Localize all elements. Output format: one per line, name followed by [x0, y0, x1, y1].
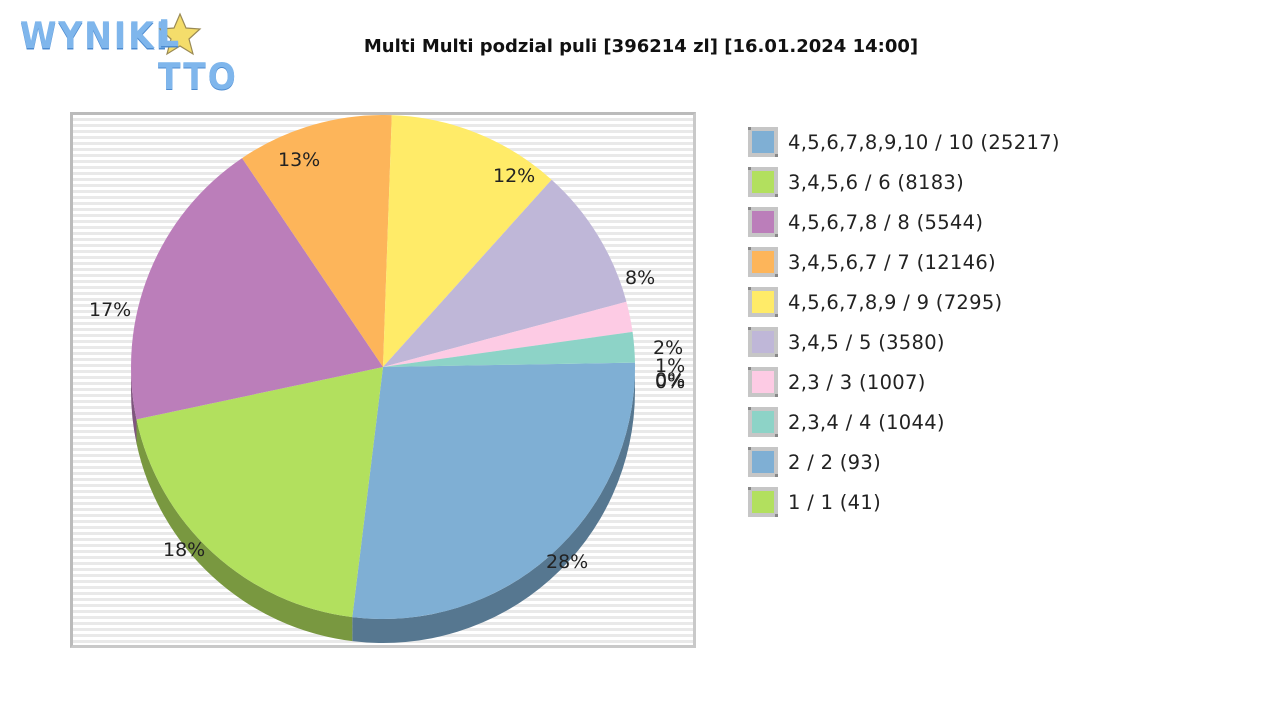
- pie-slice: [383, 331, 635, 367]
- legend-label: 4,5,6,7,8,9,10 / 10 (25217): [788, 130, 1060, 154]
- slice-percent-label: 1%: [655, 355, 686, 377]
- slice-percent-label: 12%: [493, 165, 536, 187]
- legend-item: 1 / 1 (41): [748, 482, 1060, 522]
- legend-item: 3,4,5,6 / 6 (8183): [748, 162, 1060, 202]
- legend-swatch: [748, 167, 778, 197]
- slice-percent-label: 28%: [546, 551, 589, 573]
- pie-chart: [131, 115, 635, 643]
- legend-label: 3,4,5,6 / 6 (8183): [788, 170, 965, 194]
- pie-slice: [383, 179, 627, 367]
- legend-item: 4,5,6,7,8,9 / 9 (7295): [748, 282, 1060, 322]
- legend-item: 2,3,4 / 4 (1044): [748, 402, 1060, 442]
- pie-slice: [352, 362, 635, 619]
- pie-slice-side: [136, 419, 353, 642]
- legend-item: 4,5,6,7,8 / 8 (5544): [748, 202, 1060, 242]
- slice-percent-label: 18%: [163, 539, 206, 561]
- slice-percent-label: 17%: [89, 299, 132, 321]
- chart-title: Multi Multi podzial puli [396214 zl] [16…: [363, 36, 919, 57]
- pie-slice: [136, 367, 383, 618]
- legend-label: 4,5,6,7,8 / 8 (5544): [788, 210, 984, 234]
- legend-label: 2 / 2 (93): [788, 450, 882, 474]
- legend-label: 3,4,5 / 5 (3580): [788, 330, 945, 354]
- slice-percent-label: 13%: [278, 149, 321, 171]
- legend-label: 2,3 / 3 (1007): [788, 370, 926, 394]
- legend-item: 3,4,5 / 5 (3580): [748, 322, 1060, 362]
- logo-text-right: L TTO: [158, 12, 238, 98]
- legend-swatch: [748, 127, 778, 157]
- pie-slice-side: [131, 367, 137, 444]
- legend-swatch: [748, 367, 778, 397]
- legend-swatch: [748, 487, 778, 517]
- legend-swatch: [748, 447, 778, 477]
- legend-swatch: [748, 207, 778, 237]
- slice-percent-label: 2%: [653, 337, 684, 359]
- legend-item: 2,3 / 3 (1007): [748, 362, 1060, 402]
- slice-percent-label: 0%: [655, 371, 686, 393]
- legend-swatch: [748, 287, 778, 317]
- pie-slice: [242, 115, 392, 367]
- slice-percent-label: 8%: [625, 267, 656, 289]
- pie-slice: [383, 301, 633, 367]
- legend-swatch: [748, 407, 778, 437]
- legend-item: 3,4,5,6,7 / 7 (12146): [748, 242, 1060, 282]
- legend-item: 4,5,6,7,8,9,10 / 10 (25217): [748, 122, 1060, 162]
- star-icon: [158, 12, 202, 56]
- legend-label: 1 / 1 (41): [788, 490, 882, 514]
- legend-label: 2,3,4 / 4 (1044): [788, 410, 945, 434]
- legend-label: 4,5,6,7,8,9 / 9 (7295): [788, 290, 1003, 314]
- legend-item: 2 / 2 (93): [748, 442, 1060, 482]
- logo-text: WYNIKI: [20, 14, 171, 57]
- slice-percent-label: 0%: [655, 369, 686, 391]
- legend-label: 3,4,5,6,7 / 7 (12146): [788, 250, 996, 274]
- legend-swatch: [748, 327, 778, 357]
- pie-slice: [131, 158, 383, 420]
- legend: 4,5,6,7,8,9,10 / 10 (25217) 3,4,5,6 / 6 (…: [748, 122, 1060, 522]
- legend-swatch: [748, 247, 778, 277]
- pie-chart-area: 28% 18% 17% 13% 12% 8% 2% 1% 0% 0%: [70, 112, 696, 648]
- site-logo[interactable]: WYNIKI L TTO: [20, 10, 245, 98]
- pie-slice: [383, 115, 552, 368]
